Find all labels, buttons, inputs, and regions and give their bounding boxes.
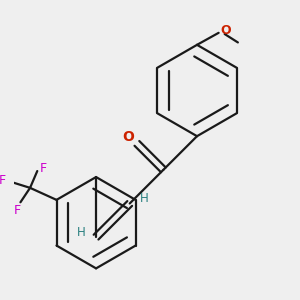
Text: F: F bbox=[0, 174, 6, 187]
Text: F: F bbox=[13, 204, 20, 217]
Text: H: H bbox=[140, 192, 148, 205]
Text: O: O bbox=[123, 130, 134, 144]
Text: O: O bbox=[220, 24, 231, 37]
Text: F: F bbox=[40, 162, 47, 175]
Text: H: H bbox=[77, 226, 86, 239]
